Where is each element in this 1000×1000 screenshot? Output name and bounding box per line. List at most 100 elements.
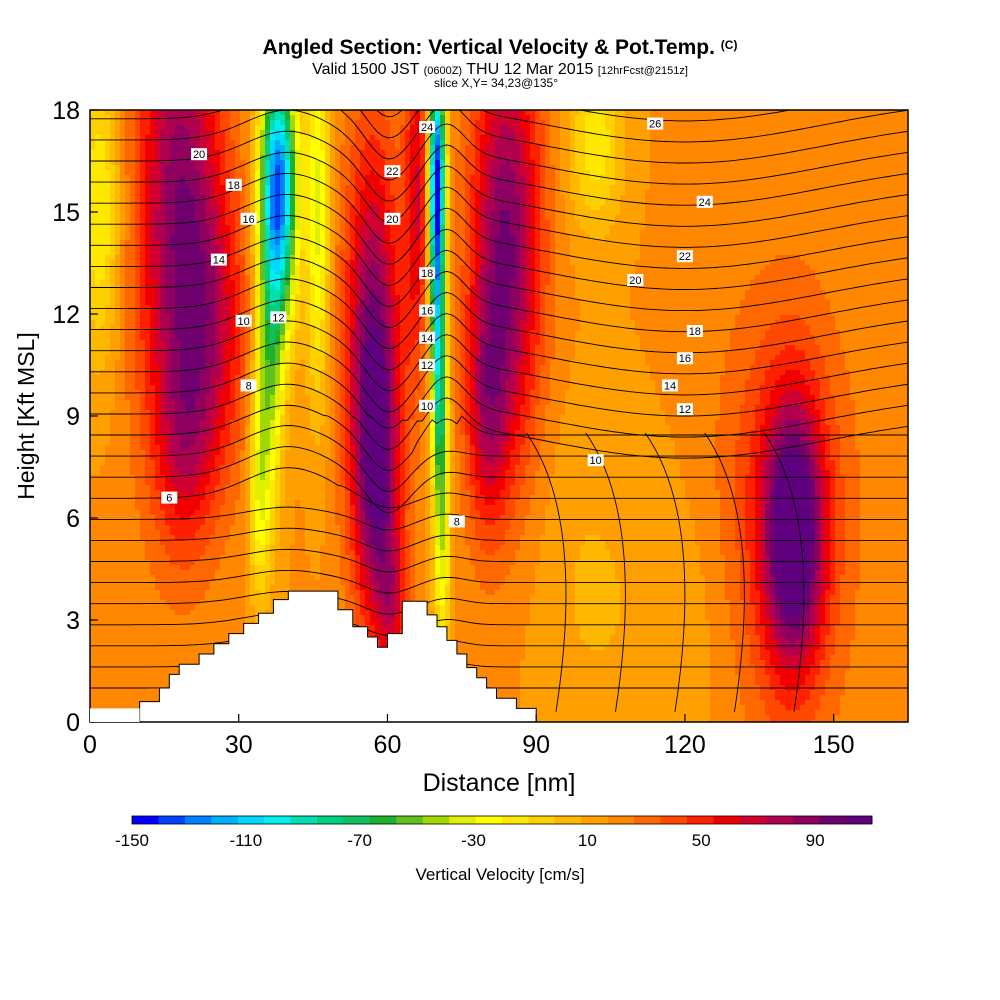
vv-cell [440,235,446,241]
vv-cell [520,170,526,176]
vv-cell [285,200,291,206]
vv-cell [575,240,581,246]
vv-cell [270,165,276,171]
vv-cell [210,190,216,196]
vv-cell [730,215,736,221]
vv-cell [865,170,871,176]
vv-cell [605,220,611,226]
vv-cell [865,210,871,216]
vv-cell [200,200,206,206]
vv-cell [770,120,776,126]
vv-cell [655,170,661,176]
vv-cell [605,250,611,256]
vv-cell [225,140,231,146]
vv-cell [530,150,536,156]
vv-cell [700,140,706,146]
vv-cell [210,170,216,176]
vv-cell [805,175,811,181]
vv-cell [100,245,106,251]
vv-cell [460,175,466,181]
vv-cell [625,130,631,136]
vv-cell [555,215,561,221]
vv-cell [860,185,866,191]
vv-cell [245,195,251,201]
vv-cell [800,150,806,156]
vv-cell [125,205,131,211]
vv-cell [130,170,136,176]
vv-cell [260,245,266,251]
vv-cell [405,215,411,221]
vv-cell [345,150,351,156]
vv-cell [365,110,371,116]
vv-cell [775,135,781,141]
vv-cell [890,185,896,191]
vv-cell [505,135,511,141]
vv-cell [315,225,321,231]
vv-cell [540,115,546,121]
vv-cell [640,240,646,246]
vv-cell [545,150,551,156]
vv-cell [800,215,806,221]
vv-cell [320,195,326,201]
vv-cell [130,120,136,126]
vv-cell [595,115,601,121]
vv-cell [510,210,516,216]
vv-cell [95,110,101,116]
vv-cell [680,140,686,146]
vv-cell [745,205,751,211]
vv-cell [110,185,116,191]
vv-cell [375,180,381,186]
vv-cell [285,185,291,191]
vv-cell [585,245,591,251]
vv-cell [735,125,741,131]
vv-cell [800,130,806,136]
vv-cell [770,190,776,196]
vv-cell [265,210,271,216]
vv-cell [725,225,731,231]
vv-cell [685,190,691,196]
vv-cell [610,235,616,241]
vv-cell [840,255,846,261]
vv-cell [630,165,636,171]
vv-cell [140,125,146,131]
vv-cell [495,245,501,251]
vv-cell [445,115,451,121]
vv-cell [485,145,491,151]
vv-cell [705,165,711,171]
vv-cell [670,215,676,221]
vv-cell [735,165,741,171]
vv-cell [635,130,641,136]
vv-cell [615,145,621,151]
vv-cell [865,230,871,236]
vv-cell [870,245,876,251]
vv-cell [470,200,476,206]
vv-cell [775,125,781,131]
vv-cell [235,135,241,141]
vv-cell [295,145,301,151]
vv-cell [525,185,531,191]
vv-cell [525,210,531,216]
vv-cell [610,240,616,246]
vv-cell [125,150,131,156]
vv-cell [225,130,231,136]
vv-cell [465,170,471,176]
vv-cell [800,175,806,181]
vv-cell [330,155,336,161]
vv-cell [885,115,891,121]
vv-cell [90,170,96,176]
vv-cell [655,250,661,256]
vv-cell [510,120,516,126]
vv-cell [735,140,741,146]
vv-cell [660,245,666,251]
vv-cell [550,220,556,226]
vv-cell [795,170,801,176]
vv-cell [570,130,576,136]
vv-cell [730,195,736,201]
vv-cell [220,225,226,231]
vv-cell [700,175,706,181]
vv-cell [185,165,191,171]
vv-cell [580,220,586,226]
vv-cell [855,140,861,146]
vv-cell [300,185,306,191]
vv-cell [90,220,96,226]
